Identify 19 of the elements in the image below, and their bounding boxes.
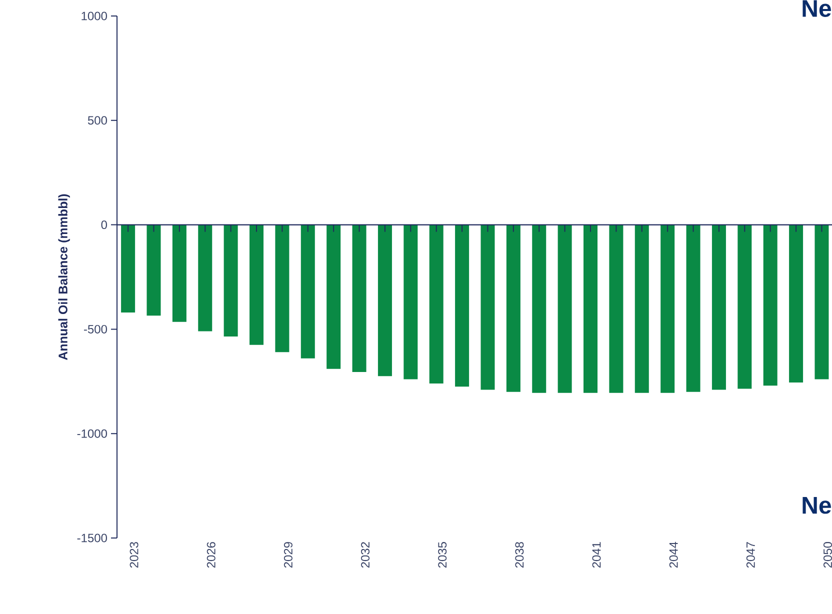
annotation: Ne	[802, 0, 831, 17]
y-tick-label: 0	[101, 220, 108, 230]
x-tick-label: 2050	[823, 542, 832, 568]
x-tick-label: 2044	[669, 542, 678, 568]
y-axis-title: Annual Oil Balance (mmbbl)	[58, 194, 70, 360]
annotation: Ne	[802, 497, 831, 514]
y-tick-label: -1500	[77, 534, 107, 542]
x-tick-label: 2038	[515, 542, 524, 568]
x-tick-label: 2041	[592, 542, 601, 568]
x-tick-label: 2047	[746, 542, 755, 568]
y-tick-label: 500	[88, 116, 108, 125]
y-tick-label: 1000	[82, 12, 107, 20]
y-tick-label: -1000	[77, 429, 107, 438]
x-tick-label: 2026	[206, 542, 216, 568]
x-tick-label: 2032	[361, 542, 370, 568]
x-tick-label: 2035	[438, 542, 447, 568]
y-tick-label: -500	[84, 324, 108, 334]
x-tick-label: 2023	[130, 542, 138, 568]
x-tick-label: 2029	[284, 542, 292, 568]
